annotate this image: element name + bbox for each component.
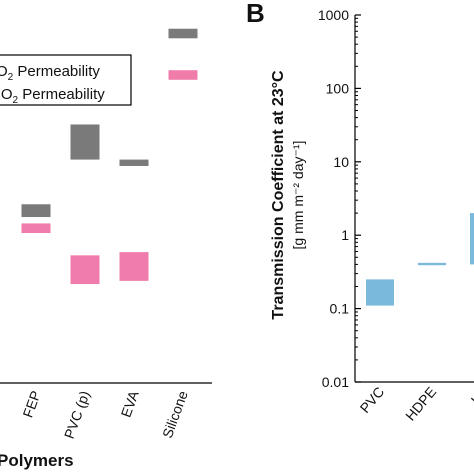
x-tick-label: FEP (19, 389, 43, 420)
y-tick-label: 100 (326, 80, 350, 96)
x-tick-label: Silicone (159, 388, 191, 440)
legend: O2 Permeability CO2 Permeability (0, 54, 132, 106)
y-tick-label: 0.1 (330, 301, 350, 317)
range-box-co2-2 (119, 252, 149, 281)
range-box-0 (366, 279, 394, 306)
legend-entry-co2: CO2 Permeability (0, 86, 105, 106)
y-axis-units: [g mm m⁻² day⁻¹] (290, 141, 306, 250)
x-tick-label: PVC (p) (61, 389, 93, 441)
range-box-2 (470, 213, 474, 265)
legend-box (0, 54, 132, 106)
range-box-o2-0 (21, 204, 51, 218)
panel-label: B (246, 0, 265, 28)
x-tick-label: LD (468, 384, 474, 408)
panel-b: B 0.01 0.1 1 10 100 1000 PVC HDPE LD Transmissi… (246, 0, 474, 424)
range-box-o2-2 (119, 159, 149, 166)
range-box-co2-1 (70, 255, 100, 285)
y-tick-label: 1 (341, 227, 349, 243)
y-axis-title: Transmission Coefficient at 23°C (270, 70, 287, 320)
y-tick-label: 0.01 (322, 374, 349, 390)
x-axis-title: Polymers (0, 451, 74, 470)
x-tick-label: EVA (118, 388, 142, 419)
y-tick-label: 1000 (318, 7, 349, 23)
range-box-co2-0 (21, 223, 51, 233)
y-axis: 0.01 0.1 1 10 100 1000 (318, 7, 474, 390)
panel-a: FEP PVC (p) EVA Silicone O2 Permeability CO… (0, 28, 212, 470)
range-box-co2-3 (168, 70, 198, 80)
range-box-o2-3 (168, 28, 198, 39)
range-box-o2-1 (70, 124, 100, 160)
x-tick-label: PVC (357, 384, 388, 416)
range-box-1 (418, 262, 446, 266)
x-tick-label: HDPE (402, 384, 439, 424)
y-tick-label: 10 (333, 154, 349, 170)
legend-entry-o2: O2 Permeability (0, 63, 100, 83)
